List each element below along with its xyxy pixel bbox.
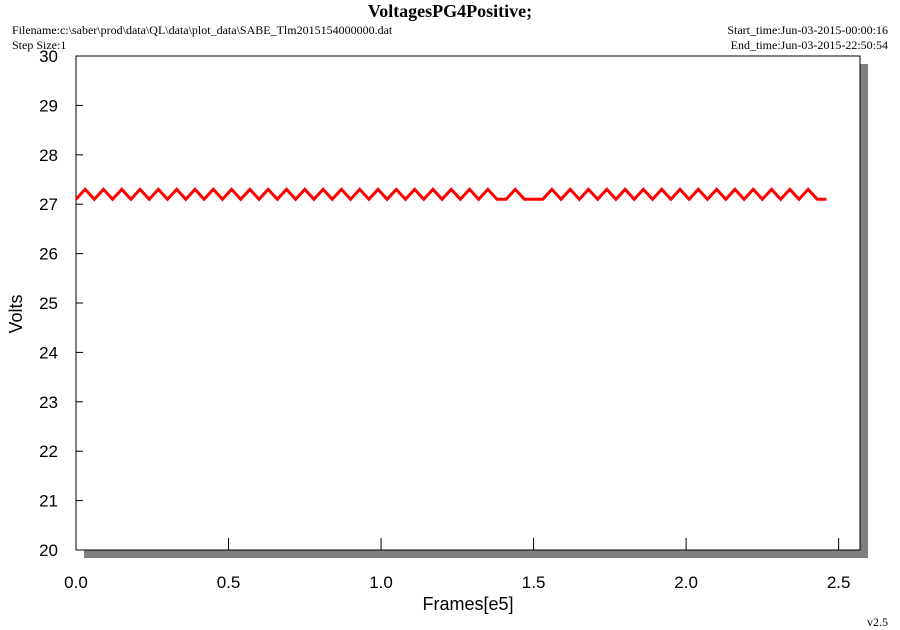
- x-tick-label: 0.5: [217, 573, 241, 592]
- filename: Filename:c:\saber\prod\data\QL\data\plot…: [12, 23, 393, 37]
- y-tick-label: 21: [39, 492, 58, 511]
- plot-area: [75, 55, 861, 551]
- chart-title: VoltagesPG4Positive;: [368, 1, 532, 21]
- y-tick-label: 27: [39, 195, 58, 214]
- end-time: End_time:Jun-03-2015-22:50:54: [731, 38, 888, 52]
- y-tick-label: 20: [39, 541, 58, 560]
- x-tick-label: 2.5: [827, 573, 851, 592]
- y-tick-label: 24: [39, 343, 58, 362]
- y-tick-label: 29: [39, 96, 58, 115]
- x-tick-label: 2.0: [674, 573, 698, 592]
- y-tick-label: 25: [39, 294, 58, 313]
- y-tick-label: 22: [39, 442, 58, 461]
- start-time: Start_time:Jun-03-2015-00:00:16: [727, 23, 888, 37]
- y-tick-label: 30: [39, 47, 58, 66]
- x-tick-label: 1.5: [522, 573, 546, 592]
- version: v2.5: [867, 615, 888, 629]
- data-line: [74, 187, 827, 202]
- y-axis-label: Volts: [6, 294, 26, 333]
- y-tick-label: 28: [39, 146, 58, 165]
- y-tick-label: 26: [39, 245, 58, 264]
- step-size: Step Size:1: [12, 38, 66, 52]
- x-tick-label: 1.0: [369, 573, 393, 592]
- x-tick-label: 0.0: [64, 573, 88, 592]
- x-axis-label: Frames[e5]: [422, 594, 513, 614]
- y-tick-label: 23: [39, 393, 58, 412]
